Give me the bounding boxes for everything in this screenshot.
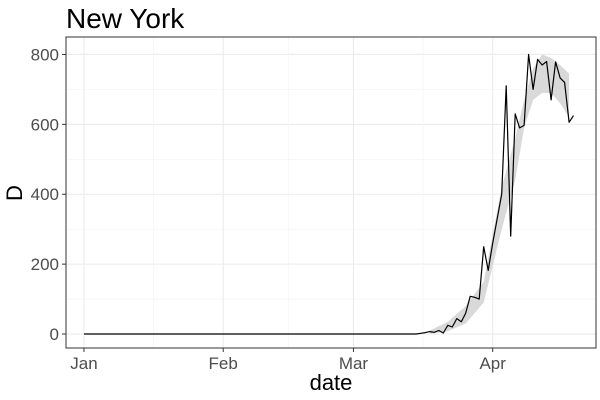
series-line-0 [84,53,575,335]
x-tick-label: Feb [209,354,238,373]
y-tick-label: 800 [31,45,59,64]
plot-panel [66,37,596,348]
plot-area [65,36,597,349]
y-tick-label: 600 [31,115,59,134]
grid [66,37,596,348]
ribbon-band [429,54,570,334]
x-tick-label: Jan [70,354,97,373]
y-axis-title: D [2,185,27,201]
x-axis: Jan Feb Mar Apr [70,348,506,373]
confidence-band [429,54,570,334]
x-axis-title: date [310,370,353,395]
data-line-layer [84,53,575,335]
y-tick-label: 0 [50,325,59,344]
y-tick-label: 200 [31,255,59,274]
plot-border [65,36,597,349]
x-tick-label: Mar [339,354,369,373]
x-tick-label: Apr [479,354,506,373]
chart-title: New York [66,3,185,34]
y-tick-label: 400 [31,185,59,204]
y-axis: 0 200 400 600 800 [31,45,66,344]
